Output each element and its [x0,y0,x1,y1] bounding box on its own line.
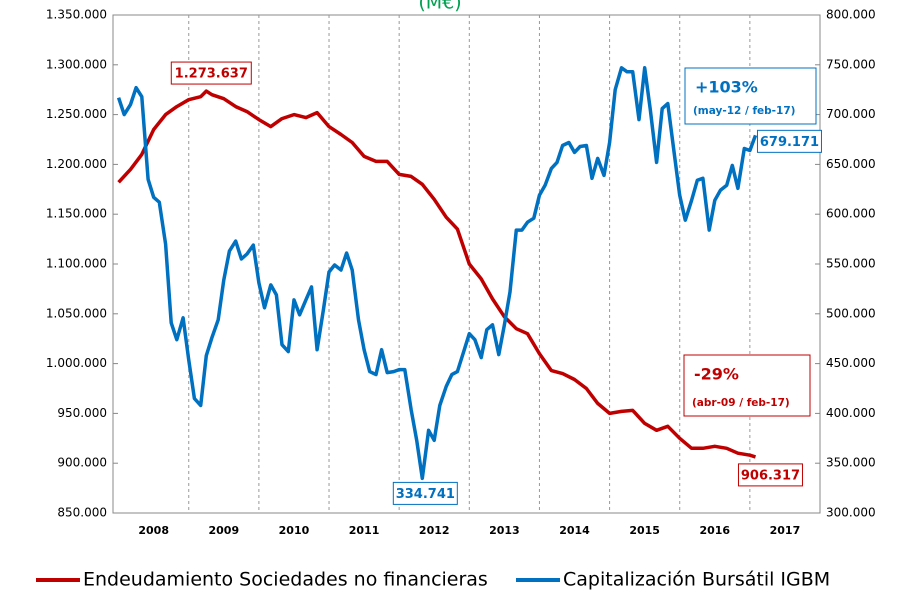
y-tick-label: 1.300.000 [46,57,107,71]
x-tick-label: 2011 [349,524,380,537]
annotation-subtext: (abr-09 / feb-17) [692,397,790,409]
y-tick-label: 1.350.000 [46,8,107,22]
x-tick-label: 2014 [559,524,590,537]
y-tick-label: 850.000 [57,506,107,520]
y2-tick-label: 350.000 [826,456,876,470]
annotation-box [683,354,811,417]
legend-label: Capitalización Bursátil IGBM [563,569,830,591]
x-tick-label: 2017 [770,524,801,537]
annotation-text: +103% [695,78,758,97]
x-tick-label: 2010 [279,524,310,537]
y2-tick-label: 500.000 [826,306,876,320]
y-tick-label: 1.000.000 [46,356,107,370]
annotation-box [684,67,817,125]
value-label-box [737,463,803,487]
y-tick-label: 1.200.000 [46,157,107,171]
series-line [117,89,757,459]
value-label-box [392,481,458,505]
y2-tick-label: 600.000 [826,207,876,221]
y2-tick-label: 400.000 [826,406,876,420]
y-tick-label: 1.050.000 [46,306,107,320]
annotation-text: -29% [694,365,739,384]
x-tick-label: 2009 [209,524,240,537]
y2-tick-label: 750.000 [826,57,876,71]
x-tick-label: 2016 [699,524,730,537]
x-tick-label: 2015 [629,524,660,537]
legend-label: Endeudamiento Sociedades no financieras [83,569,488,591]
value-label: 1.273.637 [175,67,248,82]
y-tick-label: 1.150.000 [46,207,107,221]
x-tick-label: 2012 [419,524,450,537]
y2-tick-label: 800.000 [826,8,876,22]
value-label: 334.741 [396,487,455,502]
value-label: 679.171 [760,135,819,150]
y-tick-label: 1.100.000 [46,257,107,271]
y-tick-label: 1.250.000 [46,107,107,121]
value-label-box [170,61,252,85]
value-label: 906.317 [741,468,800,483]
series-line [116,66,758,481]
annotation-subtext: (may-12 / feb-17) [693,105,795,117]
y-tick-label: 950.000 [57,406,107,420]
y2-tick-label: 450.000 [826,356,876,370]
value-label-box [756,129,822,153]
x-tick-label: 2013 [489,524,520,537]
chart-title: (M€) [418,0,461,14]
y-tick-label: 900.000 [57,456,107,470]
x-tick-label: 2008 [138,524,169,537]
y2-tick-label: 650.000 [826,157,876,171]
y2-tick-label: 550.000 [826,257,876,271]
y2-tick-label: 300.000 [826,506,876,520]
y2-tick-label: 700.000 [826,107,876,121]
